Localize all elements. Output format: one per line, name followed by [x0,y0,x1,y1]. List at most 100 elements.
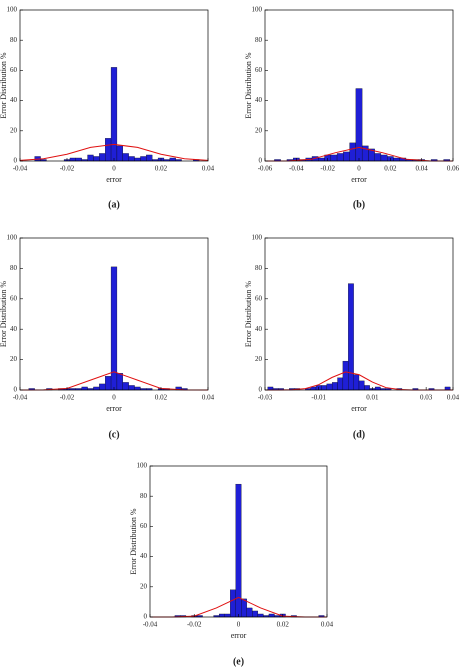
x-axis-label: error [106,175,122,184]
bar [99,153,106,162]
x-tick-label: 0.04 [321,621,334,629]
x-tick-label: -0.04 [143,621,158,629]
bar [128,156,135,162]
x-tick-label: 0.04 [202,165,215,173]
bar [374,153,382,162]
x-tick-label: 0.02 [384,165,397,173]
bar [146,154,153,162]
x-tick-label: 0.06 [447,165,460,173]
y-tick-label: 60 [255,294,263,302]
y-tick-label: 0 [14,157,18,165]
y-tick-label: 20 [140,582,148,590]
x-tick-label: 0.03 [420,394,433,402]
bar [355,88,363,162]
bar [140,156,147,162]
bar [246,607,253,618]
bar [224,613,231,618]
y-tick-label: 40 [140,552,148,560]
bar [337,377,344,391]
x-tick-label: 0.04 [447,394,460,402]
bar [81,386,88,391]
x-tick-label: 0.01 [366,394,379,402]
bar [122,153,129,162]
x-tick-label: 0.02 [155,394,168,402]
y-tick-label: 60 [10,294,18,302]
bar [349,142,357,162]
bar [105,376,112,391]
bar [87,154,94,162]
bar [342,360,349,391]
y-axis-label: Error Distribution % [244,52,253,119]
y-tick-label: 100 [137,462,148,470]
y-axis-label: Error Distribution % [129,508,138,575]
bar [252,610,259,618]
y-axis-label: Error Distribution % [244,281,253,348]
bar [93,386,100,391]
y-axis-label: Error Distribution % [0,52,8,119]
y-tick-label: 60 [140,522,148,530]
y-tick-label: 100 [252,6,263,14]
y-tick-label: 20 [10,355,18,363]
y-tick-label: 0 [144,613,148,621]
x-axis-label: error [351,404,367,413]
y-tick-label: 80 [140,492,148,500]
bar [343,151,350,162]
x-tick-label: -0.02 [187,621,202,629]
y-tick-label: 0 [14,386,18,394]
axes-box [264,237,454,391]
bar [321,385,327,391]
y-tick-label: 20 [10,126,18,134]
bar [358,380,365,391]
x-axis-label: error [231,631,247,640]
y-tick-label: 20 [255,126,263,134]
x-tick-label: 0.02 [155,165,168,173]
y-tick-label: 80 [255,264,263,272]
y-tick-label: 60 [10,66,18,74]
bar [134,386,141,391]
y-tick-label: 60 [255,66,263,74]
bar [93,156,100,162]
normal-curve [19,143,209,161]
bar [116,145,123,162]
bar [380,154,388,162]
bar [374,386,381,391]
y-tick-label: 40 [10,325,18,333]
x-tick-label: 0 [357,165,361,173]
bar [364,385,370,391]
caption: (d) [353,429,365,440]
y-tick-label: 100 [7,6,18,14]
x-axis-label: error [106,404,122,413]
bar [393,157,400,162]
bar [75,157,82,162]
bar [336,153,344,162]
y-tick-label: 100 [252,234,263,242]
bar [134,157,141,162]
bar [310,386,317,391]
y-tick-label: 80 [10,264,18,272]
bar [122,382,129,391]
bar [69,157,76,162]
bar [348,283,354,391]
bar [128,385,135,391]
y-tick-label: 0 [259,386,263,394]
x-tick-label: -0.04 [289,165,304,173]
y-axis-label: Error Distribution % [0,281,8,348]
bar [105,138,112,162]
bar [241,598,247,618]
y-tick-label: 40 [255,325,263,333]
bar [318,157,325,162]
bar [257,613,264,618]
bar [116,373,123,391]
bar [230,589,236,618]
y-tick-label: 40 [255,96,263,104]
x-tick-label: 0 [237,621,241,629]
bar [110,67,118,162]
normal-curve [19,371,209,391]
caption: (b) [353,199,365,210]
bar [268,613,275,618]
caption: (a) [108,199,120,210]
y-tick-label: 0 [259,157,263,165]
x-tick-label: 0 [112,394,116,402]
y-tick-label: 80 [10,36,18,44]
